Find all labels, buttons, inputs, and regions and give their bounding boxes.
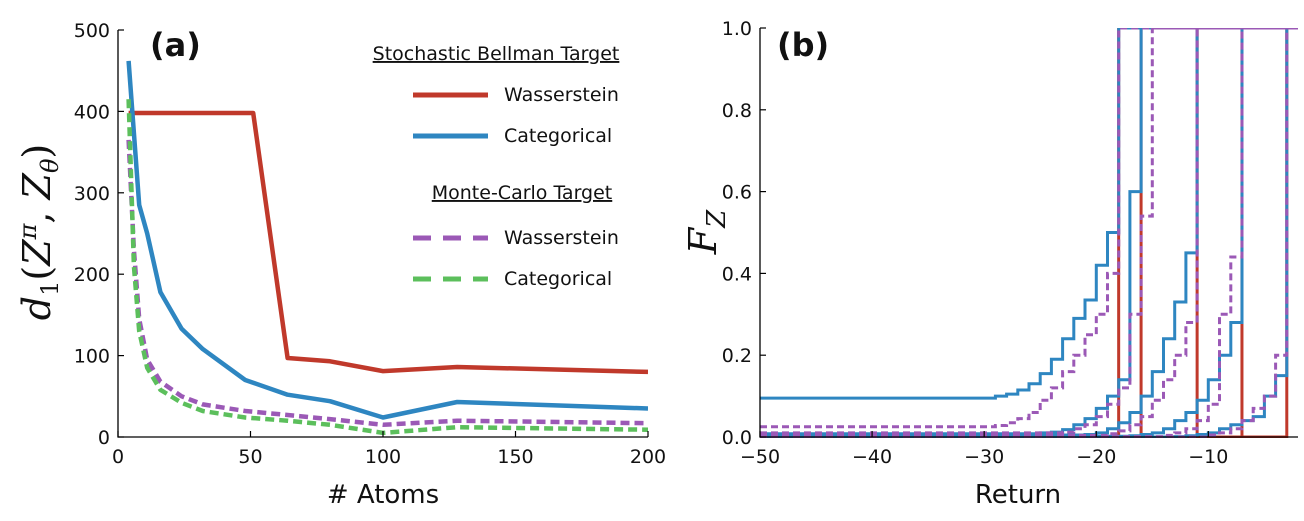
- panel-b: −50 −40 −30 −20 −10 0.0 0.2 0.4 0.6 0.8 1.0 (b) R…: [681, 18, 1298, 510]
- legend: Stochastic Bellman Target Wasserstein Ca…: [373, 43, 620, 290]
- x-tick-label: 50: [238, 446, 262, 468]
- y-tick-label: 500: [74, 20, 110, 42]
- panel-a-x-ticks: 0 50 100 150 200: [112, 431, 666, 468]
- cdf-step-line: [760, 28, 1298, 438]
- y-tick-label: 0.4: [722, 263, 752, 285]
- panel-b-y-ticks: 0.0 0.2 0.4 0.6 0.8 1.0: [722, 18, 766, 449]
- panel-a-x-label: # Atoms: [327, 480, 439, 510]
- y-tick-label: 400: [74, 101, 110, 123]
- series-line: [126, 99, 648, 436]
- y-tick-label: 100: [74, 346, 110, 368]
- y-tick-label: 1.0: [722, 18, 752, 40]
- series-line: [126, 139, 648, 428]
- legend-group-title-bellman: Stochastic Bellman Target: [373, 43, 620, 65]
- cdf-step-line: [760, 28, 1298, 438]
- cdf-step-line: [760, 28, 1298, 429]
- cdf-step-line: [760, 28, 1298, 438]
- y-tick-label: 0.8: [722, 100, 752, 122]
- series-line: [128, 110, 648, 375]
- cdf-step-line: [760, 28, 1298, 438]
- legend-label-mc-categorical: Categorical: [504, 268, 612, 290]
- cdf-step-line: [760, 28, 1298, 438]
- x-tick-label: −30: [964, 446, 1004, 468]
- y-tick-label: 0.0: [722, 427, 752, 449]
- y-tick-label: 0: [98, 427, 110, 449]
- panel-b-y-label: FZ: [681, 209, 732, 255]
- cdf-step-line: [760, 28, 1298, 437]
- panel-a-y-ticks: 0 100 200 300 400 500: [74, 20, 124, 449]
- y-tick-label: 200: [74, 264, 110, 286]
- legend-group-title-montecarlo: Monte-Carlo Target: [432, 182, 613, 204]
- x-tick-label: 200: [630, 446, 666, 468]
- cdf-step-line: [760, 28, 1298, 436]
- x-tick-label: −50: [740, 446, 780, 468]
- panel-a-y-label: d1(Zπ, Zθ): [14, 144, 64, 320]
- cdf-step-line: [760, 28, 1298, 437]
- legend-label-bellman-wasserstein: Wasserstein: [504, 84, 619, 106]
- cdf-step-line: [760, 28, 1298, 438]
- y-tick-label: 0.6: [722, 182, 752, 204]
- panel-b-series-group: [760, 28, 1298, 438]
- legend-label-bellman-categorical: Categorical: [504, 125, 612, 147]
- panel-b-x-ticks: −50 −40 −30 −20 −10: [740, 431, 1228, 468]
- x-tick-label: −40: [852, 446, 892, 468]
- series-line: [126, 60, 648, 420]
- x-tick-label: −20: [1076, 446, 1116, 468]
- panel-a: 0 50 100 150 200 0 100 200 300 400 500 (a) # Atom…: [14, 20, 666, 510]
- panel-b-x-label: Return: [975, 480, 1061, 510]
- cdf-step-line: [760, 28, 1298, 438]
- x-tick-label: 0: [112, 446, 124, 468]
- cdf-step-line: [760, 28, 1298, 438]
- y-tick-label: 0.2: [722, 345, 752, 367]
- cdf-step-line: [760, 28, 1298, 400]
- x-tick-label: −10: [1188, 446, 1228, 468]
- x-tick-label: 150: [497, 446, 533, 468]
- panel-b-axes: [759, 28, 1298, 438]
- panel-b-label: (b): [777, 26, 829, 64]
- legend-label-mc-wasserstein: Wasserstein: [504, 227, 619, 249]
- cdf-step-line: [760, 28, 1298, 435]
- panel-a-label: (a): [150, 26, 201, 64]
- cdf-step-line: [760, 28, 1298, 438]
- y-tick-label: 300: [74, 183, 110, 205]
- x-tick-label: 100: [365, 446, 401, 468]
